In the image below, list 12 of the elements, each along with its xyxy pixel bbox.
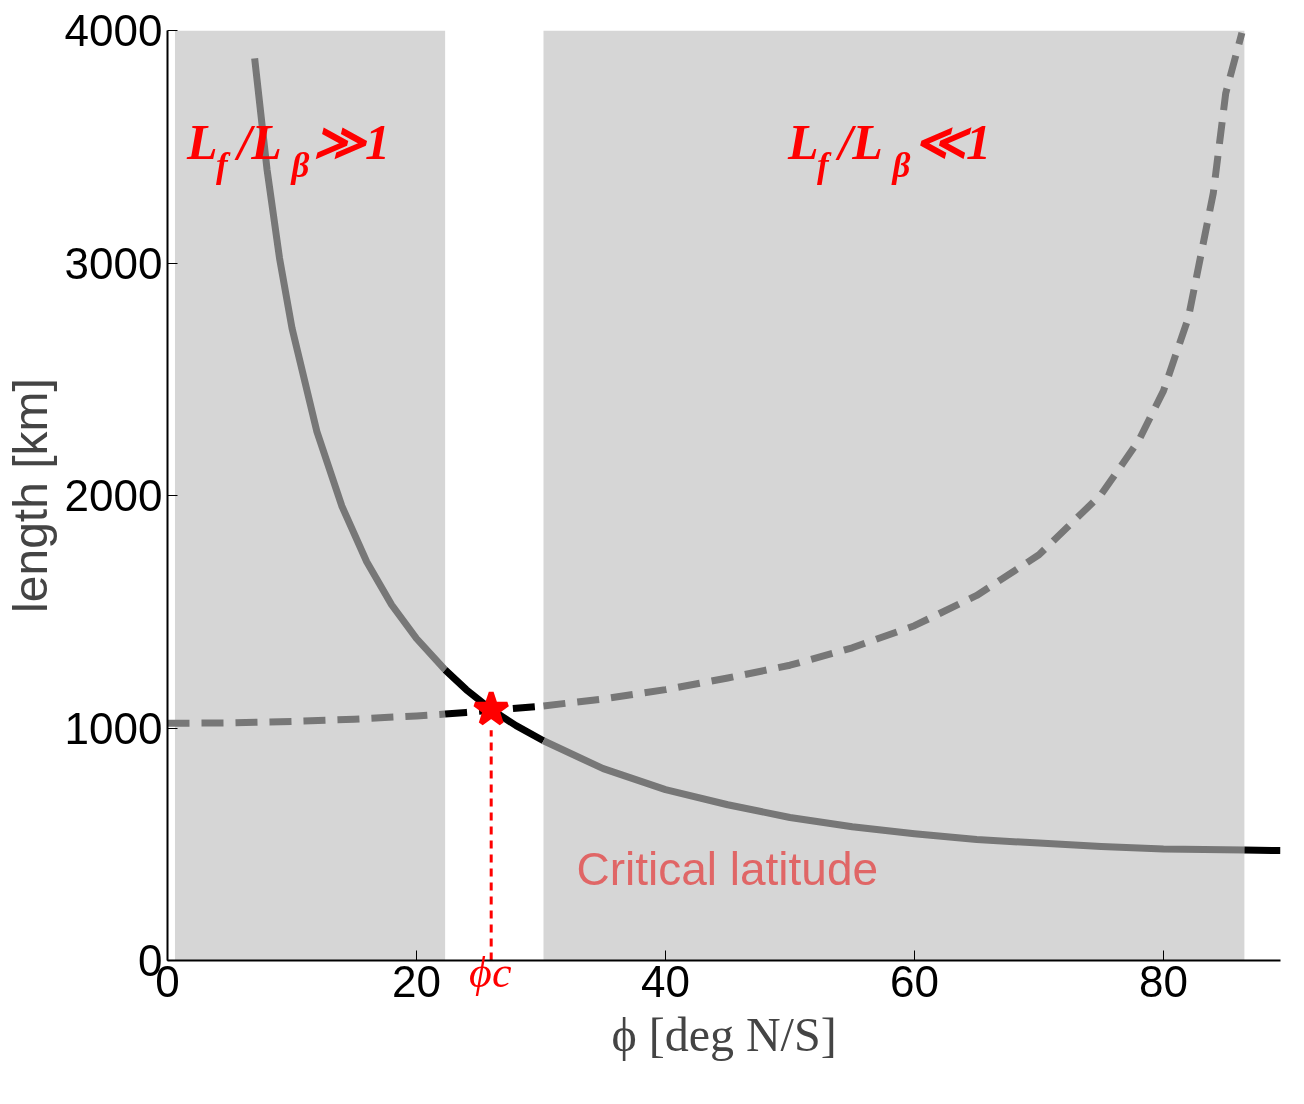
annotation: Critical latitude bbox=[576, 843, 879, 896]
x-tick-label: 80 bbox=[1139, 956, 1188, 1006]
y-tick-label: 2000 bbox=[64, 471, 163, 520]
y-tick-label: 1000 bbox=[64, 703, 163, 753]
x-axis-title: ϕ [deg N/S] bbox=[611, 1007, 837, 1061]
x-tick-label: 20 bbox=[392, 956, 441, 1006]
y-tick-label: 3000 bbox=[64, 238, 163, 288]
x-tick-label: 60 bbox=[890, 956, 939, 1006]
y-axis-title: length [km] bbox=[3, 378, 57, 613]
annotation: ϕc bbox=[469, 947, 512, 997]
y-tick-label: 4000 bbox=[64, 6, 163, 55]
x-tick-label: 40 bbox=[641, 956, 690, 1006]
